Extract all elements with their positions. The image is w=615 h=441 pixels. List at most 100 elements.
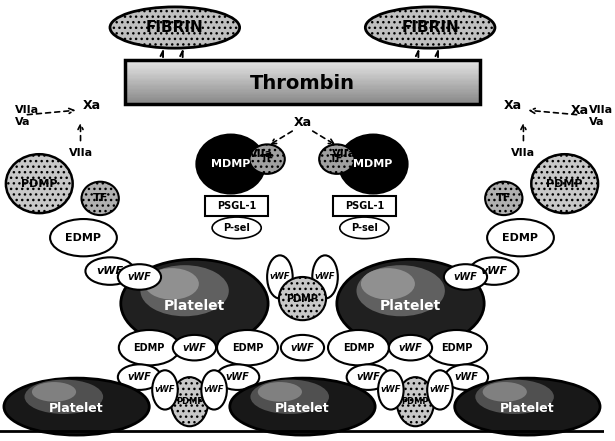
Bar xyxy=(125,60,480,104)
Ellipse shape xyxy=(347,364,390,390)
Ellipse shape xyxy=(118,364,161,390)
Bar xyxy=(125,94,480,96)
Bar xyxy=(125,63,480,64)
Bar xyxy=(125,80,480,82)
Bar xyxy=(125,85,480,87)
Text: VIIa: VIIa xyxy=(331,149,356,159)
Text: vWF: vWF xyxy=(269,273,290,281)
Bar xyxy=(125,60,480,61)
Text: Va: Va xyxy=(15,117,30,127)
Text: PDMP: PDMP xyxy=(21,179,58,189)
Ellipse shape xyxy=(281,335,324,360)
Text: vWF: vWF xyxy=(315,273,335,281)
Text: MDMP: MDMP xyxy=(211,159,250,169)
Ellipse shape xyxy=(121,259,268,348)
Text: vWF: vWF xyxy=(127,372,151,382)
Ellipse shape xyxy=(201,370,227,410)
Text: MDMP: MDMP xyxy=(354,159,393,169)
Text: PDMP: PDMP xyxy=(547,179,583,189)
Ellipse shape xyxy=(258,382,302,402)
Ellipse shape xyxy=(485,182,523,215)
Ellipse shape xyxy=(445,364,488,390)
FancyBboxPatch shape xyxy=(205,196,268,216)
Bar xyxy=(125,71,480,73)
Text: Xa: Xa xyxy=(571,104,589,116)
Bar xyxy=(125,65,480,67)
Ellipse shape xyxy=(119,330,180,365)
Text: PDMP: PDMP xyxy=(287,294,319,303)
Ellipse shape xyxy=(85,258,135,285)
Text: vWF: vWF xyxy=(399,343,423,353)
Bar xyxy=(125,82,480,83)
Ellipse shape xyxy=(365,7,495,48)
Bar xyxy=(125,64,480,65)
Ellipse shape xyxy=(340,217,389,239)
Bar xyxy=(125,103,480,105)
Text: P-sel: P-sel xyxy=(223,223,250,233)
Bar xyxy=(125,66,480,68)
Text: vWF: vWF xyxy=(480,266,507,276)
Text: vWF: vWF xyxy=(381,385,401,394)
Ellipse shape xyxy=(357,265,445,316)
Ellipse shape xyxy=(454,378,600,435)
Text: Va: Va xyxy=(589,117,605,127)
Text: EDMP: EDMP xyxy=(232,343,263,353)
Bar xyxy=(125,82,480,84)
FancyBboxPatch shape xyxy=(333,196,396,216)
Ellipse shape xyxy=(32,382,76,402)
Text: vWF: vWF xyxy=(454,272,477,282)
Ellipse shape xyxy=(171,377,208,426)
Text: Xa: Xa xyxy=(82,99,100,112)
Bar xyxy=(125,86,480,88)
Text: vWF: vWF xyxy=(226,372,250,382)
Bar xyxy=(125,74,480,75)
Ellipse shape xyxy=(279,277,326,320)
Text: vWF: vWF xyxy=(155,385,175,394)
Ellipse shape xyxy=(319,144,354,174)
Text: PSGL-1: PSGL-1 xyxy=(345,201,384,211)
Ellipse shape xyxy=(339,135,408,194)
Bar xyxy=(125,89,480,90)
Text: TF: TF xyxy=(330,154,344,164)
Text: EDMP: EDMP xyxy=(441,343,472,353)
Ellipse shape xyxy=(110,7,240,48)
Ellipse shape xyxy=(6,154,73,213)
Text: vWF: vWF xyxy=(127,272,151,282)
Ellipse shape xyxy=(487,219,554,256)
Text: Platelet: Platelet xyxy=(275,402,330,415)
Ellipse shape xyxy=(267,255,293,299)
Text: PDMP: PDMP xyxy=(402,397,429,406)
Ellipse shape xyxy=(250,144,285,174)
Text: Platelet: Platelet xyxy=(49,402,104,415)
Bar xyxy=(125,84,480,86)
Ellipse shape xyxy=(389,335,432,360)
Ellipse shape xyxy=(469,258,518,285)
Text: Xa: Xa xyxy=(293,116,312,129)
Text: EDMP: EDMP xyxy=(502,233,539,243)
Ellipse shape xyxy=(427,370,453,410)
Ellipse shape xyxy=(216,364,260,390)
Text: FIBRIN: FIBRIN xyxy=(146,20,204,35)
Text: EDMP: EDMP xyxy=(65,233,101,243)
Text: vWF: vWF xyxy=(291,343,314,353)
Bar xyxy=(125,78,480,79)
Text: PSGL-1: PSGL-1 xyxy=(217,201,256,211)
Text: VIIa: VIIa xyxy=(589,105,613,115)
Text: VIIa: VIIa xyxy=(511,148,536,158)
Ellipse shape xyxy=(250,380,329,414)
Ellipse shape xyxy=(145,268,199,299)
Text: vWF: vWF xyxy=(97,266,124,276)
Ellipse shape xyxy=(361,268,415,299)
Bar xyxy=(125,90,480,92)
Text: VIIa: VIIa xyxy=(15,105,39,115)
Bar xyxy=(125,76,480,78)
Bar xyxy=(125,101,480,102)
Ellipse shape xyxy=(397,377,434,426)
Text: TF: TF xyxy=(92,194,108,203)
Text: TF: TF xyxy=(260,154,274,164)
Ellipse shape xyxy=(140,265,229,316)
Ellipse shape xyxy=(444,264,487,290)
Ellipse shape xyxy=(337,259,484,348)
Ellipse shape xyxy=(426,330,487,365)
Bar xyxy=(125,95,480,97)
